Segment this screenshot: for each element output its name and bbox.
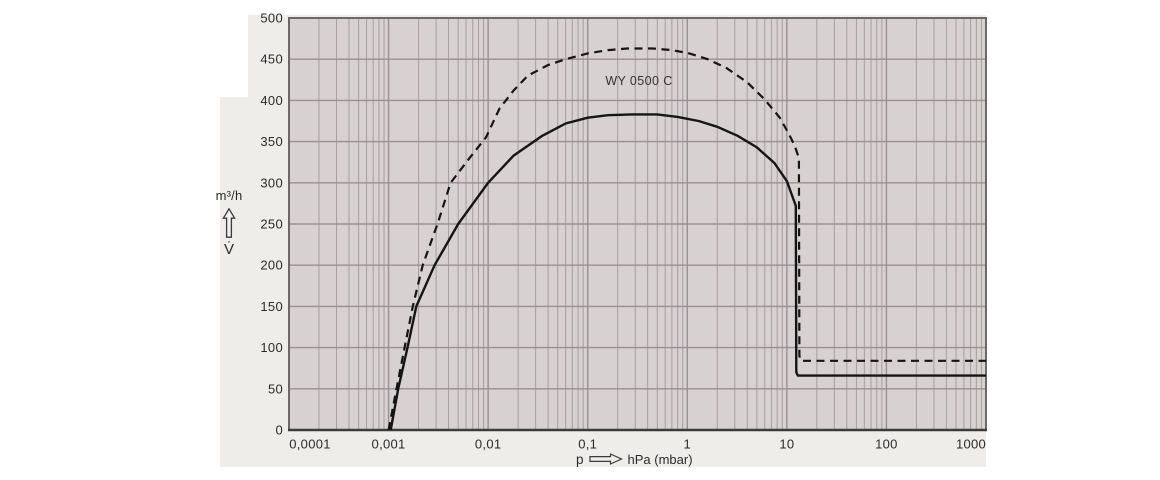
- y-tick-label: 0: [275, 423, 283, 438]
- right-arrow-icon: [588, 453, 623, 465]
- x-tick-label: 1: [684, 437, 692, 452]
- x-tick-label: 0,0001: [289, 437, 331, 452]
- y-axis-unit-label: m³/h: [215, 188, 243, 203]
- y-tick-label: 250: [260, 217, 283, 232]
- x-axis-unit-label: hPa (mbar): [627, 451, 693, 467]
- x-axis-title-group: p hPa (mbar): [576, 451, 693, 467]
- y-tick-label: 50: [268, 381, 283, 396]
- pumping-speed-curve-dashed: [387, 47, 986, 431]
- curve-label: WY 0500 C: [605, 74, 673, 88]
- y-tick-label: 150: [260, 299, 283, 314]
- y-tick-label: 400: [260, 93, 283, 108]
- y-tick-label: 350: [260, 134, 283, 149]
- y-axis-quantity-symbol: V̇: [223, 241, 234, 258]
- y-tick-label: 450: [260, 52, 283, 67]
- y-tick-label: 300: [260, 175, 283, 190]
- y-tick-label: 500: [260, 11, 283, 26]
- x-tick-label: 100: [875, 437, 898, 452]
- y-tick-label: 100: [260, 340, 283, 355]
- x-tick-label: 10: [779, 437, 794, 452]
- scan-artifact-rect: [220, 15, 248, 97]
- pumping-speed-curve-solid: [389, 113, 986, 431]
- y-tick-label: 200: [260, 258, 283, 273]
- x-tick-label: 0,001: [372, 437, 406, 452]
- up-arrow-icon: [222, 208, 236, 238]
- y-axis-unit-group: m³/h V̇: [204, 188, 254, 258]
- x-axis-symbol: p: [576, 451, 584, 467]
- x-tick-label: 1000: [956, 437, 986, 452]
- x-tick-label: 0,01: [475, 437, 502, 452]
- x-tick-label: 0,1: [578, 437, 597, 452]
